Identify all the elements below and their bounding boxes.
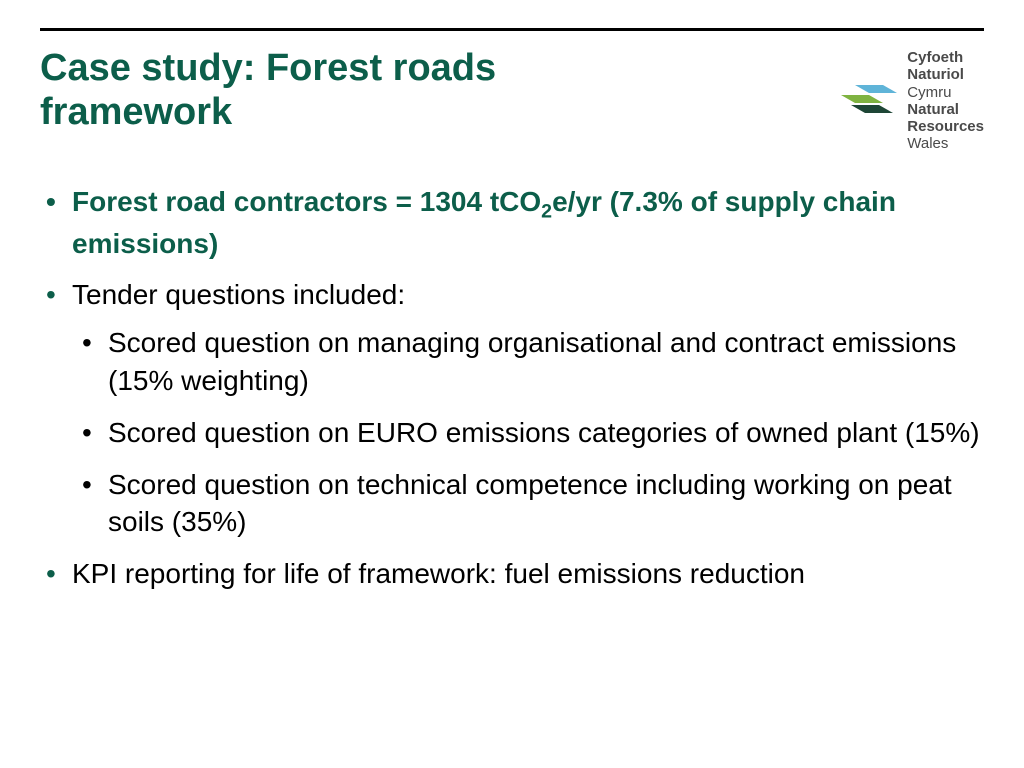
sub-bullet-item: Scored question on managing organisation… <box>72 324 984 400</box>
bullet-list: Forest road contractors = 1304 tCO2e/yr … <box>40 183 984 593</box>
sub-bullet-list: Scored question on managing organisation… <box>72 324 984 541</box>
logo-line: Resources <box>907 118 984 135</box>
top-rule <box>40 28 984 31</box>
logo-line: Natural <box>907 101 959 118</box>
bullet-text: KPI reporting for life of framework: fue… <box>72 558 805 589</box>
bullet-item: Tender questions included: Scored questio… <box>40 276 984 541</box>
nrw-logo-mark <box>841 77 897 125</box>
sub-bullet-item: Scored question on technical competence … <box>72 466 984 542</box>
bullet-text: Tender questions included: <box>72 279 405 310</box>
nrw-logo-text: Cyfoeth Naturiol Cymru Natural Resources… <box>907 49 984 153</box>
sub-bullet-item: Scored question on EURO emissions catego… <box>72 414 984 452</box>
logo-line: Cymru <box>907 84 951 101</box>
bullet-item: Forest road contractors = 1304 tCO2e/yr … <box>40 183 984 263</box>
logo-line: Naturiol <box>907 66 964 83</box>
logo-line: Wales <box>907 135 948 152</box>
header-row: Case study: Forest roads framework Cyfoe… <box>40 47 984 153</box>
logo-line: Cyfoeth <box>907 49 963 66</box>
slide-title: Case study: Forest roads framework <box>40 47 660 134</box>
bullet-text: Forest road contractors = 1304 tCO2e/yr … <box>72 186 896 259</box>
slide-container: Case study: Forest roads framework Cyfoe… <box>0 0 1024 647</box>
nrw-logo: Cyfoeth Naturiol Cymru Natural Resources… <box>841 47 984 153</box>
bullet-item: KPI reporting for life of framework: fue… <box>40 555 984 593</box>
